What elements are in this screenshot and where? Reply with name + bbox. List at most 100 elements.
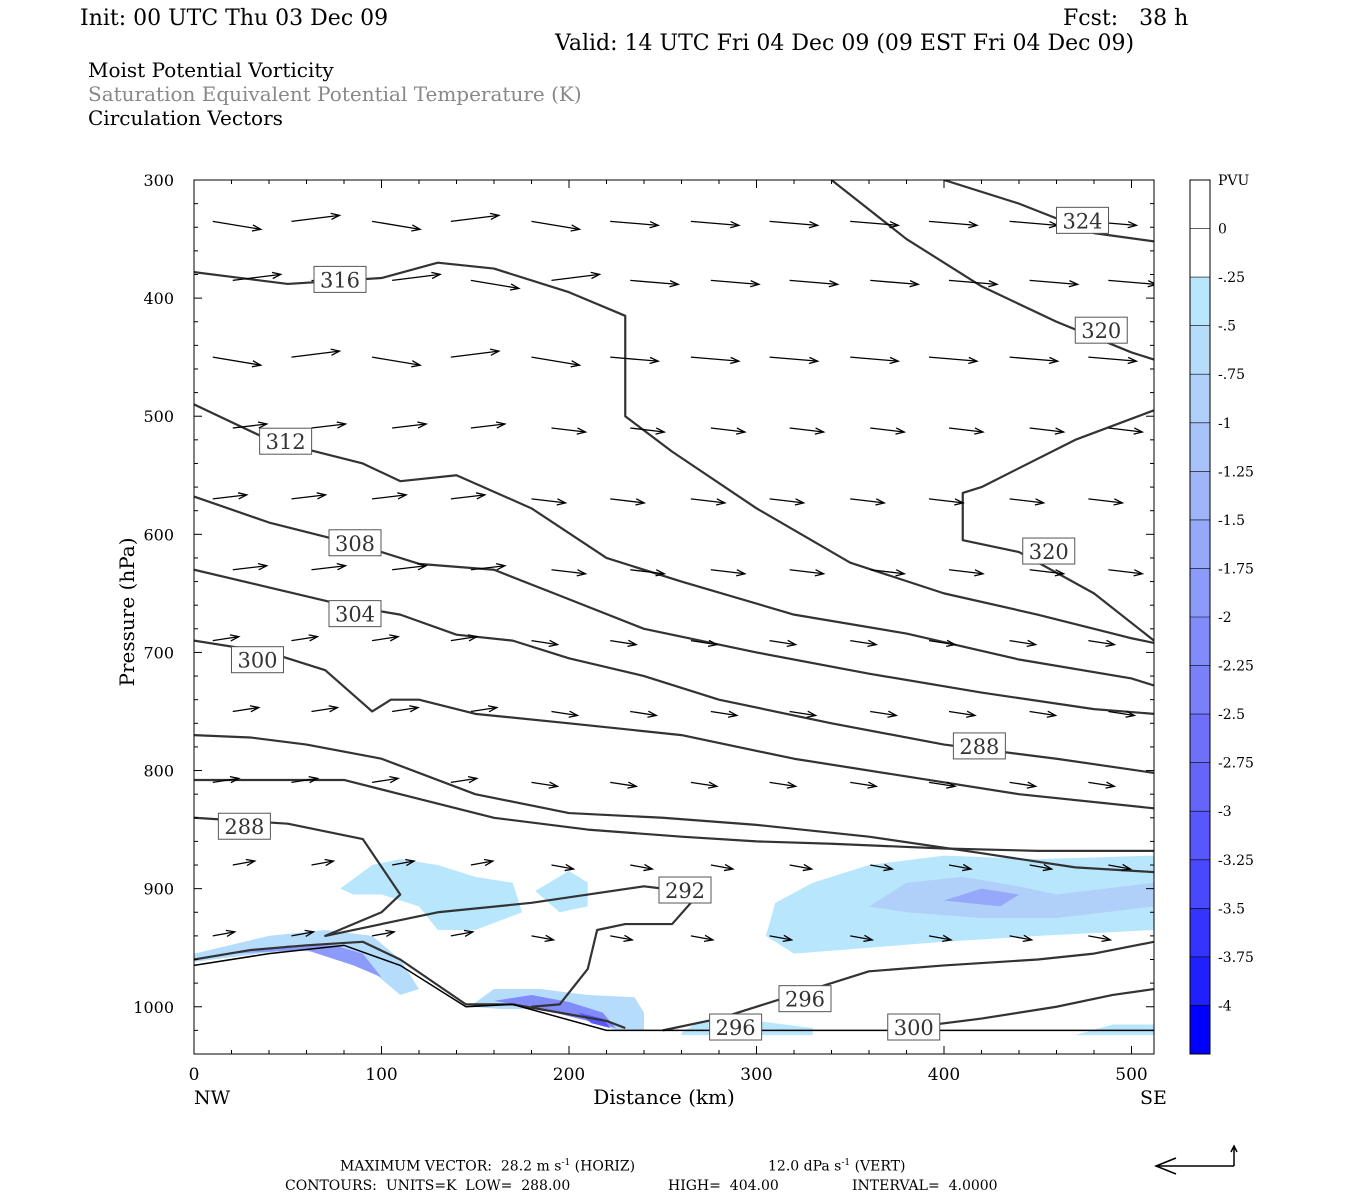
vector-arrow: [610, 639, 639, 648]
colorbar-swatch: [1190, 568, 1210, 618]
vector-arrow: [232, 421, 269, 429]
colorbar-label: -2.5: [1218, 707, 1245, 723]
vector-shaft: [710, 864, 733, 870]
contour-label-296: 296: [709, 1013, 763, 1041]
vector-arrow: [470, 421, 507, 429]
vector-shaft: [1029, 279, 1078, 286]
vector-arrow: [1009, 356, 1060, 365]
valid-time: Valid: 14 UTC Fri 04 Dec 09 (09 EST Fri …: [555, 31, 1135, 56]
vector-arrow: [450, 634, 479, 642]
contour-label-box: [217, 812, 271, 840]
vector-arrow: [610, 934, 635, 943]
vector-arrow: [551, 710, 580, 718]
circulation-vectors: [212, 212, 1154, 943]
contour-label-text: 304: [335, 603, 375, 627]
vector-arrow: [630, 710, 659, 718]
contour-high-info: HIGH= 404.00: [668, 1179, 779, 1193]
vector-arrow: [1108, 427, 1145, 435]
contour-label-box: [952, 732, 1006, 760]
vector-shaft: [232, 860, 255, 866]
vector-shaft: [948, 710, 976, 717]
vector-shaft: [850, 220, 899, 226]
colorbar: PVU 0 -.25 -.5 -.75 -1 -1.25 -1.5 -1.75 -2 -2.25 -2…: [1189, 173, 1254, 1055]
vector-shaft: [232, 273, 281, 282]
vector-arrow: [470, 858, 495, 867]
vector-head: [988, 280, 999, 288]
contour-320-11: [961, 409, 1154, 642]
contour-label-box: [1022, 537, 1076, 565]
vector-head: [509, 283, 521, 291]
vector-head: [946, 639, 957, 648]
vector-shaft: [1088, 639, 1115, 646]
vector-shaft: [710, 710, 737, 717]
vector-arrow: [948, 569, 985, 577]
vector-arrow: [311, 705, 340, 713]
vector-head: [483, 858, 495, 867]
contour-label-324: 324: [1056, 206, 1109, 234]
vector-arrow: [531, 639, 560, 648]
max-vector-vert-tag: (VERT): [854, 1158, 906, 1175]
vector-arrow: [948, 710, 977, 718]
colorbar-label: -1.5: [1218, 513, 1245, 529]
vector-arrow: [769, 781, 798, 789]
contour-label-box: [231, 646, 284, 674]
y-tick-label: 900: [143, 880, 174, 899]
vector-shaft: [850, 935, 873, 941]
vector-shaft: [769, 498, 804, 504]
contour-label-312: 312: [259, 427, 313, 455]
vector-shaft: [789, 710, 816, 717]
vector-arrow: [1009, 934, 1034, 943]
vector-shaft: [212, 931, 235, 937]
vector-shaft: [470, 706, 497, 713]
vector-shaft: [291, 214, 340, 222]
vector-head: [463, 929, 475, 938]
vector-head: [889, 356, 901, 365]
vector-arrow: [1029, 863, 1054, 872]
vector-head: [495, 421, 507, 429]
vector-arrow: [710, 569, 747, 577]
vector-head: [251, 360, 263, 368]
y-tick-label: 400: [143, 289, 174, 308]
vector-head: [568, 710, 580, 718]
vector-head: [556, 498, 568, 506]
vector-arrow: [450, 348, 501, 358]
vector-arrow: [470, 563, 507, 571]
vector-arrow: [690, 639, 719, 648]
vector-arrow: [212, 492, 249, 500]
contour-label-text: 324: [1062, 209, 1102, 233]
vector-head: [627, 639, 639, 648]
vector-head: [304, 929, 316, 938]
vector-shaft: [392, 565, 427, 571]
vector-shaft: [212, 494, 247, 500]
vector-shaft: [372, 220, 421, 230]
vector-arrow: [769, 220, 820, 229]
vector-head: [649, 356, 661, 365]
vector-shaft: [610, 781, 637, 787]
vector-shaft: [948, 569, 984, 575]
nw-endpoint-label: NW: [194, 1087, 231, 1109]
vector-arrow: [1009, 498, 1046, 506]
colorbar-swatch: [1190, 519, 1210, 569]
vector-arrow: [1108, 569, 1145, 577]
vector-shaft: [630, 427, 665, 433]
vector-head: [544, 934, 556, 943]
y-tick-label: 700: [143, 643, 174, 662]
vector-shaft: [610, 498, 645, 504]
vector-head: [806, 710, 818, 718]
vector-head: [966, 710, 977, 718]
vector-shaft: [870, 569, 905, 575]
contour-label-box: [778, 985, 832, 1013]
colorbar-swatch: [1190, 762, 1210, 812]
vector-arrow: [870, 710, 899, 718]
contour-label-text: 292: [665, 879, 705, 903]
vector-head: [623, 934, 635, 943]
vector-arrow: [1088, 781, 1117, 789]
vector-shaft: [291, 931, 314, 937]
contour-label-300: 300: [887, 1013, 941, 1041]
vector-arrow: [1009, 639, 1038, 648]
contour-high: 404.00: [729, 1178, 779, 1194]
vector-arrow: [232, 563, 269, 571]
vector-arrow: [551, 569, 588, 577]
contours-label: CONTOURS:: [285, 1178, 377, 1194]
